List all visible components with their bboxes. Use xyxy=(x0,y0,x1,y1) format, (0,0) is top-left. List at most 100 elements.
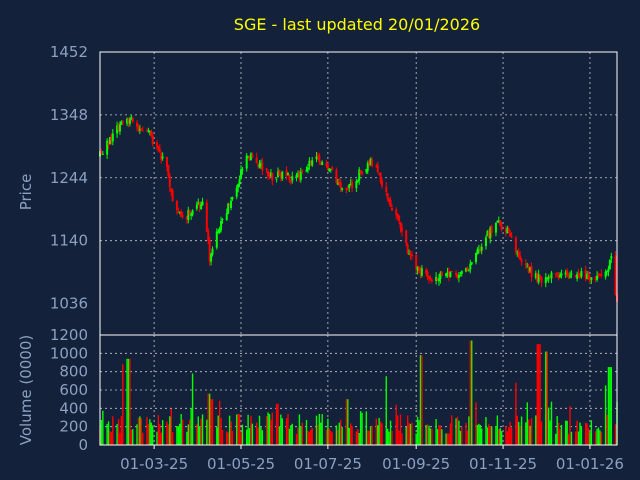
price-candle xyxy=(328,168,331,173)
price-candle xyxy=(457,271,460,283)
price-candle xyxy=(277,167,280,178)
price-y-tick-label: 1140 xyxy=(50,232,88,250)
price-candle xyxy=(399,221,402,233)
price-candle xyxy=(289,179,292,185)
price-candle xyxy=(425,267,428,277)
volume-y-tick-label: 0 xyxy=(78,436,88,454)
price-candle xyxy=(131,116,134,124)
price-candle xyxy=(509,229,512,238)
price-candle xyxy=(556,272,559,278)
price-candle xyxy=(345,187,348,194)
price-candle xyxy=(295,172,298,182)
price-candle xyxy=(514,236,517,255)
price-y-ticks: 1036 1140 1244 1348 1452 xyxy=(50,43,88,313)
price-candle xyxy=(231,196,234,201)
price-candle xyxy=(271,172,274,186)
x-tick-label: 01-03-25 xyxy=(120,455,188,473)
price-candle xyxy=(158,143,161,154)
price-candle xyxy=(547,274,550,283)
price-candle xyxy=(308,157,311,171)
price-grid xyxy=(100,51,617,335)
price-candle xyxy=(298,170,301,183)
price-candle xyxy=(267,169,270,180)
price-candle xyxy=(400,223,403,237)
price-candle xyxy=(600,269,603,278)
price-candle xyxy=(220,216,223,233)
price-candle xyxy=(496,220,499,223)
price-candle xyxy=(255,152,258,164)
price-candle xyxy=(306,164,309,174)
price-candle xyxy=(205,199,208,233)
price-candle xyxy=(130,114,133,121)
price-candle xyxy=(200,201,203,210)
price-candle xyxy=(459,271,462,277)
price-candle xyxy=(446,267,449,278)
price-candle xyxy=(215,228,218,250)
price-candle xyxy=(358,166,361,185)
price-candle xyxy=(447,267,450,282)
price-candle xyxy=(604,269,607,280)
price-candle xyxy=(339,179,342,193)
price-candle xyxy=(529,266,532,273)
volume-y-tick-label: 400 xyxy=(59,399,88,417)
price-candle xyxy=(287,171,289,176)
price-candle xyxy=(110,133,113,145)
price-candle xyxy=(477,244,480,254)
price-candle xyxy=(597,272,600,279)
price-candle xyxy=(499,220,502,227)
price-candle xyxy=(228,203,231,207)
price-y-tick-label: 1244 xyxy=(50,169,88,187)
price-candle xyxy=(111,128,114,146)
price-candle xyxy=(148,130,151,136)
price-candle xyxy=(445,273,448,278)
price-candle xyxy=(487,229,490,239)
price-candle xyxy=(288,174,291,183)
price-candle xyxy=(346,185,349,191)
price-candle xyxy=(160,151,163,164)
price-candle xyxy=(576,271,579,282)
price-candle xyxy=(316,152,319,160)
price-candle xyxy=(165,156,168,172)
price-candle xyxy=(396,213,399,221)
price-candle xyxy=(516,250,519,257)
price-candle xyxy=(269,169,272,177)
price-candle xyxy=(275,178,278,183)
price-candle xyxy=(116,121,119,138)
price-candle xyxy=(390,204,393,211)
volume-bars xyxy=(99,340,618,445)
price-candle xyxy=(550,270,553,284)
price-candle xyxy=(420,264,423,278)
price-candle xyxy=(398,214,401,225)
price-candle xyxy=(127,117,130,128)
price-candle xyxy=(378,172,381,176)
price-candle xyxy=(439,271,442,284)
price-candle xyxy=(437,273,440,286)
price-candle xyxy=(418,265,421,274)
price-candle xyxy=(489,225,492,244)
price-candle xyxy=(371,156,374,168)
price-candle xyxy=(429,275,432,282)
price-candle xyxy=(490,224,493,238)
price-candle xyxy=(494,222,497,237)
price-candle xyxy=(366,160,369,175)
price-candle xyxy=(230,196,233,211)
price-candle xyxy=(506,225,509,234)
price-candle xyxy=(537,269,540,285)
price-candle xyxy=(566,267,569,277)
price-candle xyxy=(248,155,251,161)
price-candle xyxy=(319,161,322,165)
price-candle xyxy=(569,271,571,279)
volume-grid xyxy=(100,335,617,445)
price-candle xyxy=(101,150,104,155)
price-candle xyxy=(221,218,224,224)
price-candle xyxy=(195,201,198,211)
x-tick-label: 01-09-25 xyxy=(382,455,450,473)
price-candle xyxy=(379,172,382,184)
price-candle xyxy=(329,168,332,173)
price-candle xyxy=(175,199,178,215)
price-candle xyxy=(151,132,154,147)
price-candle xyxy=(484,235,487,250)
price-candle xyxy=(584,265,587,282)
price-candle xyxy=(456,273,459,280)
